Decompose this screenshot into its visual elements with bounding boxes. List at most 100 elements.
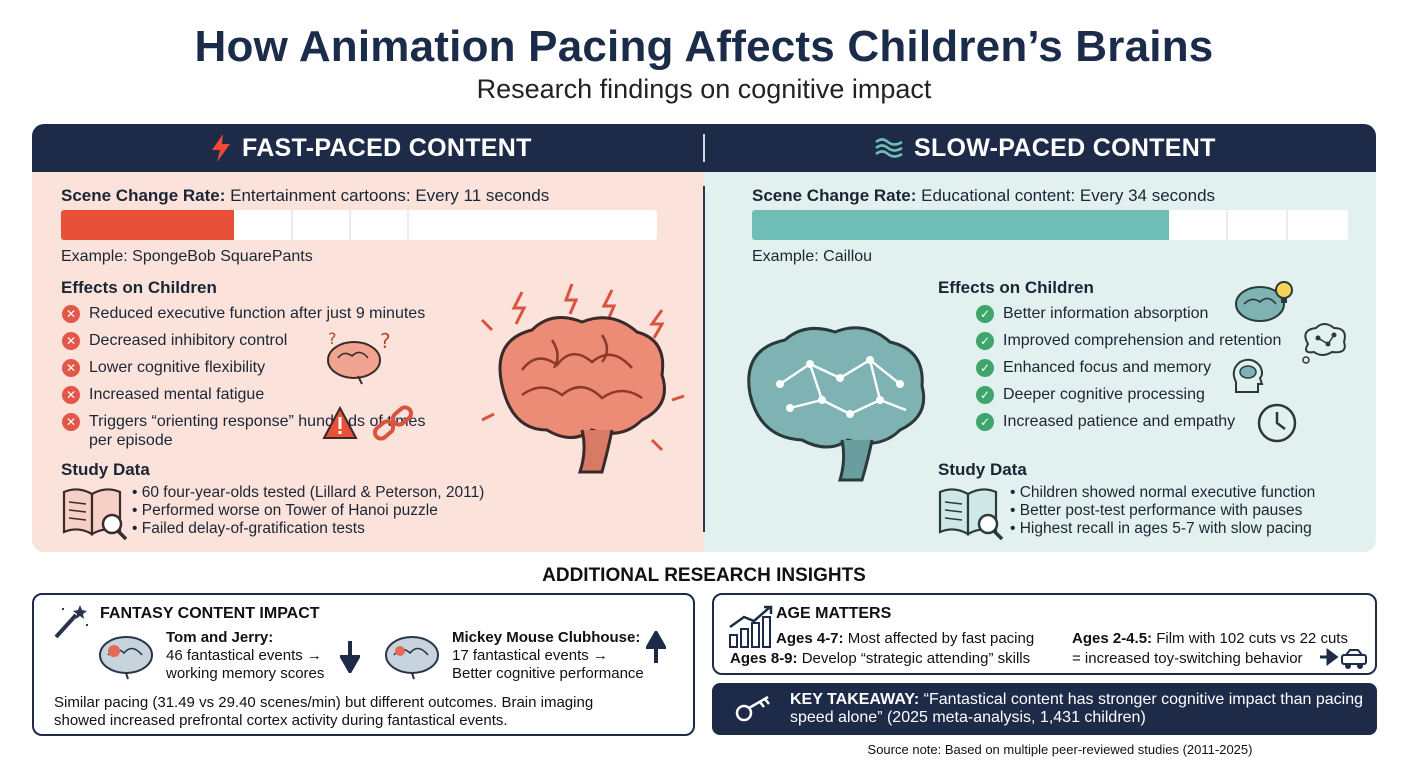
list-item: ✕ Increased mental fatigue xyxy=(62,385,442,404)
key-takeaway-text: KEY TAKEAWAY: “Fantastical content has s… xyxy=(790,691,1370,727)
check-icon: ✓ xyxy=(976,359,994,377)
page-title: How Animation Pacing Affects Children’s … xyxy=(194,22,1214,71)
age-4-7: Ages 4-7: Most affected by fast pacing xyxy=(776,630,1034,647)
slow-rate-bar xyxy=(752,210,1348,240)
fast-rate-bar xyxy=(61,210,657,240)
check-icon: ✓ xyxy=(976,386,994,404)
age-title: AGE MATTERS xyxy=(776,605,892,622)
slow-study-list: • Children showed normal executive funct… xyxy=(1010,484,1360,538)
overstimulated-brain-icon xyxy=(480,283,685,474)
slow-header-label: SLOW-PACED CONTENT xyxy=(914,133,1216,162)
brain-icon xyxy=(385,636,439,680)
comparison-panel: FAST-PACED CONTENT SLOW-PACED CONTENT Sc… xyxy=(32,124,1376,552)
list-item-text: • Performed worse on Tower of Hanoi puzz… xyxy=(132,502,438,519)
bar-separator xyxy=(291,210,293,240)
broken-chain-icon xyxy=(372,405,414,441)
page-subtitle: Research findings on cognitive impact xyxy=(476,74,932,104)
brain-lightbulb-icon xyxy=(1235,281,1293,322)
insights-title: ADDITIONAL RESEARCH INSIGHTS xyxy=(542,565,866,586)
age-4-7-label: Ages 4-7: xyxy=(776,630,844,647)
list-item: ✓ Better information absorption xyxy=(976,304,1306,323)
confused-brain-icon: ? ? xyxy=(327,329,391,385)
tom-jerry-title: Tom and Jerry: xyxy=(166,629,274,646)
list-item: • Failed delay-of-gratification tests xyxy=(132,520,592,538)
cross-icon: ✕ xyxy=(62,386,80,404)
age-matters-box: AGE MATTERS Ages 4-7: Most affected by f… xyxy=(712,593,1377,675)
list-item-text: Deeper cognitive processing xyxy=(1003,386,1205,403)
check-icon: ✓ xyxy=(976,332,994,350)
list-item: • Performed worse on Tower of Hanoi puzz… xyxy=(132,502,592,520)
slow-rate-bar-fill xyxy=(752,210,1170,240)
mickey-line1: 17 fantastical events → xyxy=(452,647,608,664)
section-divider xyxy=(703,186,705,532)
bar-separator xyxy=(407,210,409,240)
clock-icon xyxy=(1257,403,1297,443)
list-item-text: • Failed delay-of-gratification tests xyxy=(132,520,365,537)
list-item: ✓ Enhanced focus and memory xyxy=(976,358,1306,377)
list-item-text: • 60 four-year-olds tested (Lillard & Pe… xyxy=(132,484,485,501)
fast-rate-label: Scene Change Rate: xyxy=(61,186,226,205)
list-item: ✓ Deeper cognitive processing xyxy=(976,385,1306,404)
list-item-text: Increased patience and empathy xyxy=(1003,413,1236,430)
age-2-4-5-label: Ages 2-4.5: xyxy=(1072,630,1153,647)
waves-icon xyxy=(875,138,903,158)
fast-effects-title: Effects on Children xyxy=(61,278,217,297)
fast-study-list: • 60 four-year-olds tested (Lillard & Pe… xyxy=(132,484,592,538)
bar-separator xyxy=(349,210,351,240)
head-brain-icon xyxy=(1232,358,1264,393)
age-4-7-text: Most affected by fast pacing xyxy=(847,630,1035,647)
fantasy-impact-box: FANTASY CONTENT IMPACT Tom and Jerry: 46… xyxy=(32,593,695,736)
list-item: ✓ Increased patience and empathy xyxy=(976,412,1306,431)
lightning-bolt-icon xyxy=(212,134,230,162)
magic-wand-icon xyxy=(54,605,88,639)
list-item: ✕ Decreased inhibitory control xyxy=(62,331,442,350)
list-item-text: • Children showed normal executive funct… xyxy=(1010,484,1316,501)
age-2-4-5-text: Film with 102 cuts vs 22 cuts xyxy=(1156,630,1348,647)
slow-effects-list: ✓ Better information absorption ✓ Improved … xyxy=(976,304,1306,439)
age-8-9-label: Ages 8-9: xyxy=(730,650,798,667)
takeaway-label: KEY TAKEAWAY: xyxy=(790,691,920,708)
book-magnifier-icon xyxy=(938,488,1004,541)
slow-rate-label: Scene Change Rate: xyxy=(752,186,917,205)
thought-bubble-icon xyxy=(1302,323,1346,364)
tom-jerry-line1: 46 fantastical events → xyxy=(166,647,322,664)
slow-effects-title: Effects on Children xyxy=(938,278,1094,297)
svg-text:?: ? xyxy=(380,329,391,353)
mickey-title: Mickey Mouse Clubhouse: xyxy=(452,629,641,646)
book-magnifier-icon xyxy=(62,488,128,541)
cross-icon: ✕ xyxy=(62,413,80,431)
list-item: ✕ Lower cognitive flexibility xyxy=(62,358,442,377)
fantasy-summary-1: Similar pacing (31.49 vs 29.40 scenes/mi… xyxy=(54,694,594,711)
age-2-4-5-text2: = increased toy-switching behavior xyxy=(1072,650,1303,667)
cross-icon: ✕ xyxy=(62,359,80,377)
slow-study-title: Study Data xyxy=(938,460,1027,479)
fast-rate-bar-fill xyxy=(61,210,234,240)
fast-scene-rate: Scene Change Rate: Entertainment cartoon… xyxy=(61,186,549,206)
bar-separator xyxy=(1226,210,1228,240)
fast-header: FAST-PACED CONTENT xyxy=(210,133,532,163)
key-takeaway-banner: KEY TAKEAWAY: “Fantastical content has s… xyxy=(712,683,1377,735)
age-2-4-5: Ages 2-4.5: Film with 102 cuts vs 22 cut… xyxy=(1072,630,1348,647)
slow-header: SLOW-PACED CONTENT xyxy=(874,133,1216,163)
list-item-text: Improved comprehension and retention xyxy=(1003,332,1282,349)
slow-example: Example: Caillou xyxy=(752,248,873,265)
key-icon xyxy=(735,695,770,722)
takeaway-quote: “Fantastical content has stronger cognit… xyxy=(790,691,1364,726)
tom-jerry-line2: working memory scores xyxy=(166,665,325,682)
growth-chart-icon xyxy=(729,605,773,648)
age-8-9-text: Develop “strategic attending” skills xyxy=(801,650,1031,667)
fast-rate-value: Entertainment cartoons: Every 11 seconds xyxy=(230,186,550,205)
mickey-line2: Better cognitive performance xyxy=(452,665,644,682)
fast-study-title: Study Data xyxy=(61,460,150,479)
list-item: • 60 four-year-olds tested (Lillard & Pe… xyxy=(132,484,592,502)
fast-header-label: FAST-PACED CONTENT xyxy=(242,133,532,162)
list-item: ✓ Improved comprehension and retention xyxy=(976,331,1306,350)
list-item-text: Enhanced focus and memory xyxy=(1003,359,1212,376)
fast-example: Example: SpongeBob SquarePants xyxy=(61,248,313,265)
header-divider xyxy=(703,134,705,162)
arrow-up-icon xyxy=(646,631,666,663)
calm-brain-icon xyxy=(747,326,926,482)
slow-rate-value: Educational content: Every 34 seconds xyxy=(921,186,1216,205)
age-8-9: Ages 8-9: Develop “strategic attending” … xyxy=(730,650,1030,667)
list-item-text: • Better post-test performance with paus… xyxy=(1010,502,1303,519)
